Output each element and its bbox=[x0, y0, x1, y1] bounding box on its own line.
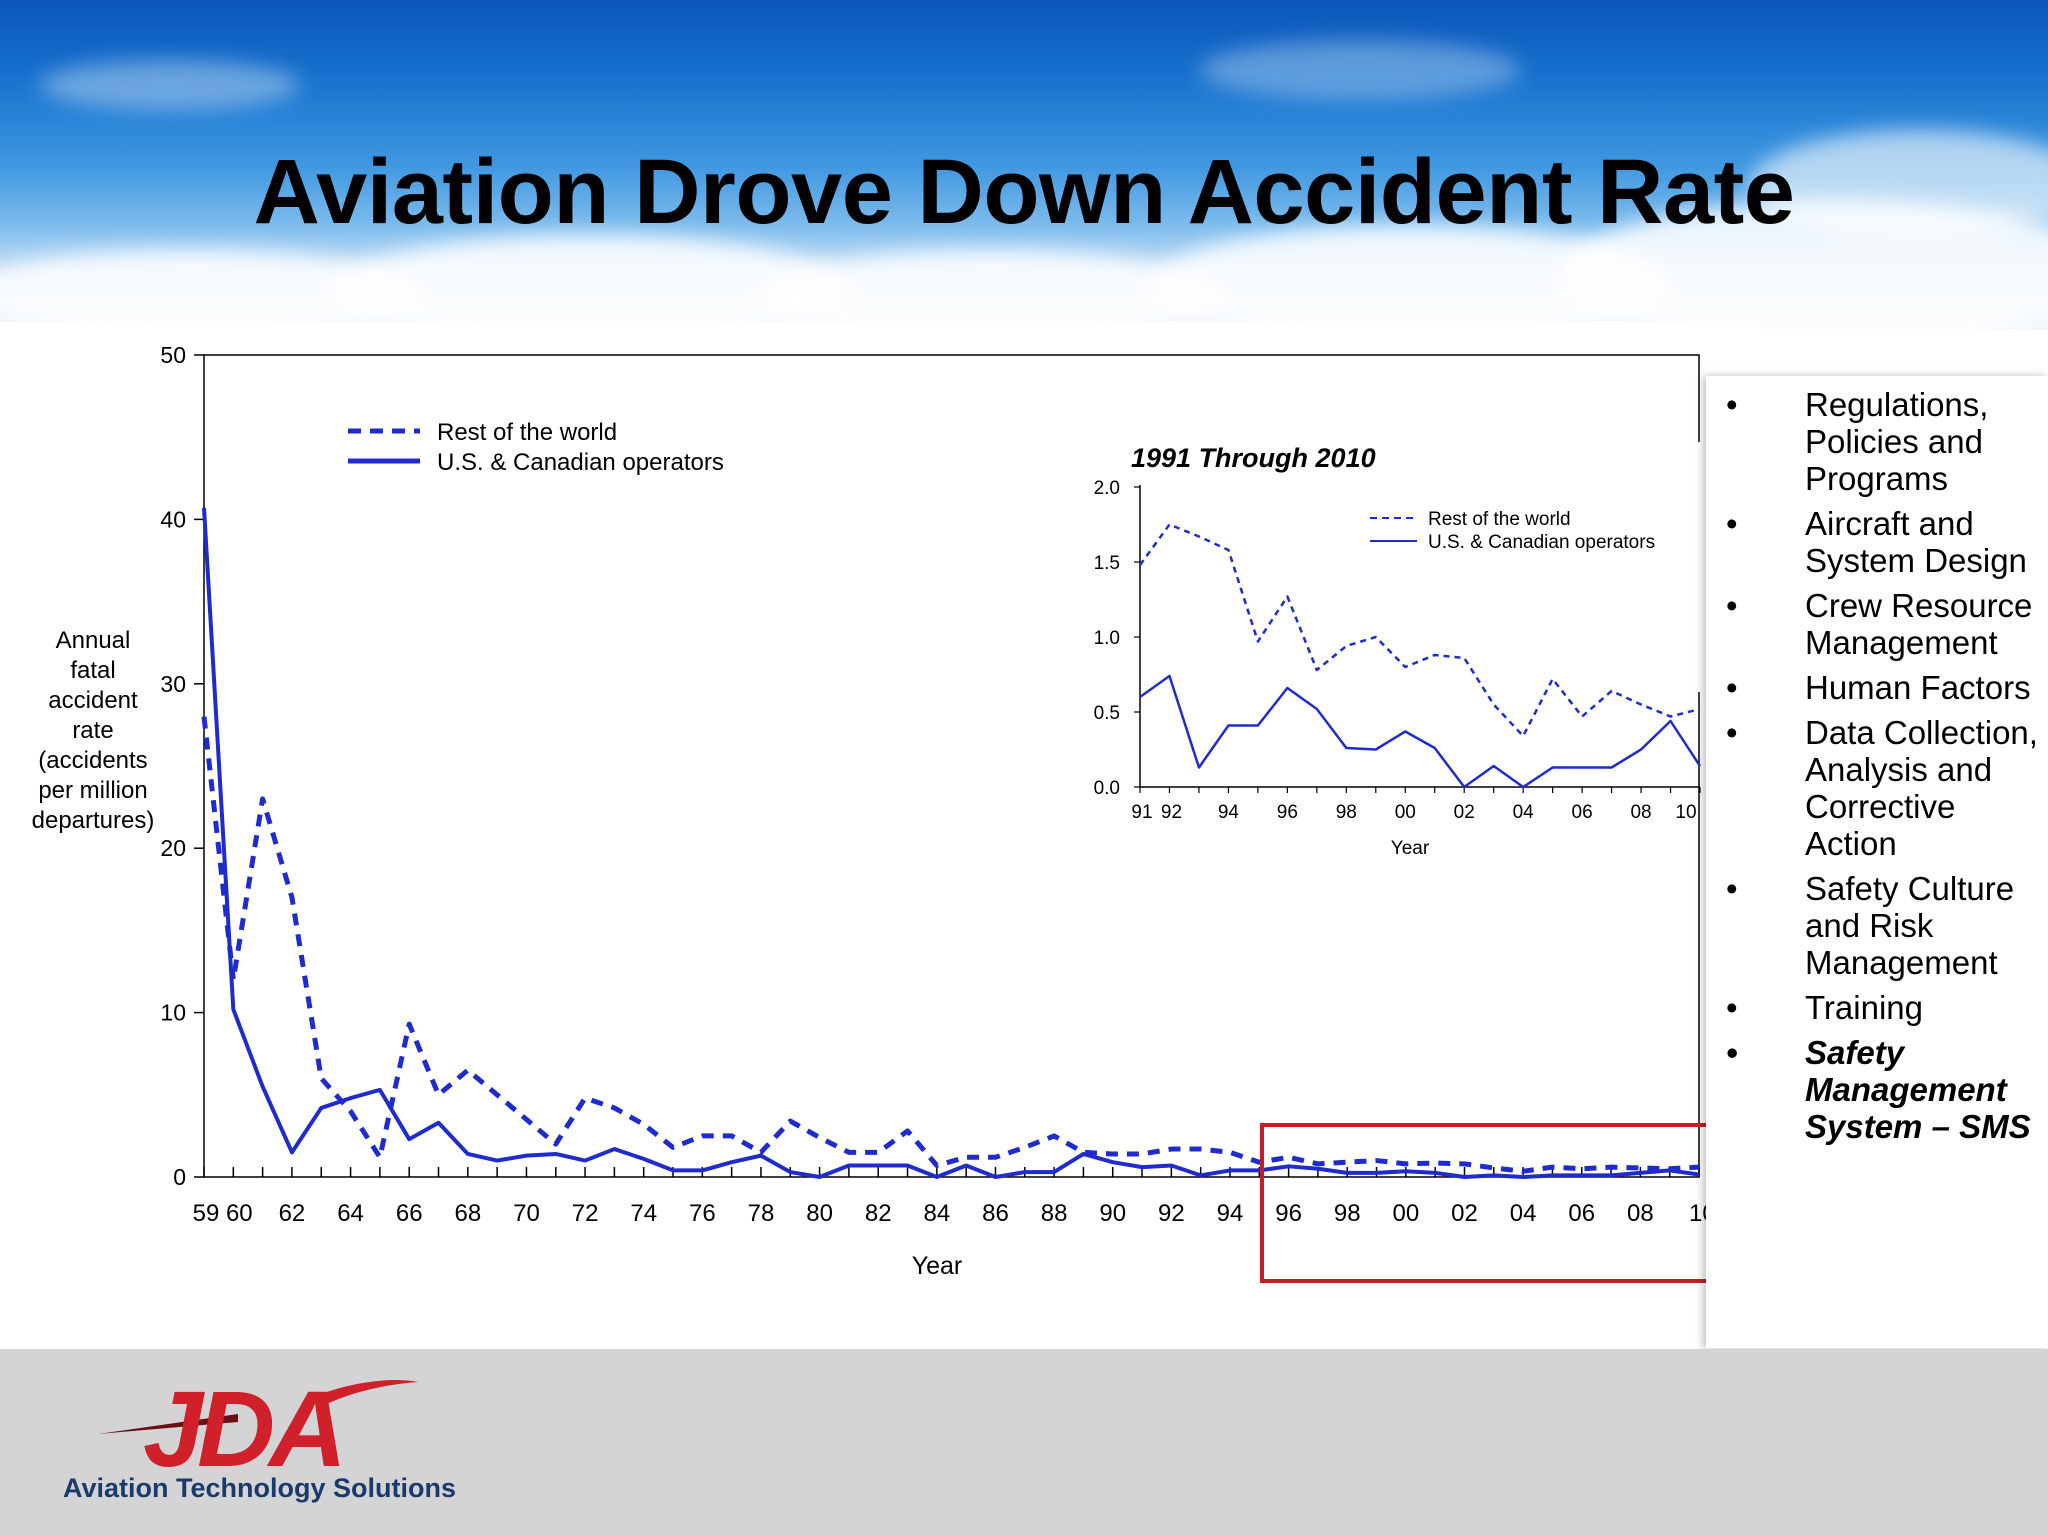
main-y-axis-label: Annual fatal accident rate (accidents per mil… bbox=[32, 627, 155, 834]
main-x-tick-label-59: 59 bbox=[193, 1200, 220, 1227]
inset-y-tick-label-4: 2.0 bbox=[1094, 478, 1120, 499]
slide-title: Aviation Drove Down Accident Rate bbox=[253, 141, 1795, 243]
bullet-text: Data Collection, Analysis and Corrective… bbox=[1805, 714, 2038, 862]
bullet-dot-icon: • bbox=[1726, 714, 1738, 751]
main-x-tick-label-66: 66 bbox=[396, 1200, 423, 1227]
bullet-item: • Safety Culture and Risk Management bbox=[1706, 870, 2048, 981]
bullets-panel: • Regulations, Policies and Programs • Airc… bbox=[1706, 376, 2048, 1348]
main-x-tick-label-92: 92 bbox=[1158, 1200, 1185, 1227]
inset-title: 1991 Through 2010 bbox=[1131, 443, 1376, 473]
main-x-tick-label-84: 84 bbox=[923, 1200, 950, 1227]
bullet-item: • Regulations, Policies and Programs bbox=[1706, 386, 2048, 497]
bullet-dot-icon: • bbox=[1726, 505, 1738, 542]
bullet-text: Human Factors bbox=[1805, 669, 2031, 706]
bullet-item: • Aircraft and System Design bbox=[1706, 505, 2048, 579]
bullet-dot-icon: • bbox=[1726, 1034, 1738, 1071]
main-x-tick-label-76: 76 bbox=[689, 1200, 716, 1227]
main-x-tick-label-82: 82 bbox=[865, 1200, 892, 1227]
main-y-tick-label-2: 20 bbox=[160, 835, 186, 861]
main-x-tick-label-04: 04 bbox=[1510, 1200, 1537, 1227]
chart-panel: 0 10 20 30 40 50 59 60 62 64 66 68 70 72 74 76 78 80 82 84… bbox=[0, 322, 1760, 1350]
main-x-tick-label-98: 98 bbox=[1334, 1200, 1361, 1227]
bullet-dot-icon: • bbox=[1726, 870, 1738, 907]
bullet-item: • Crew Resource Management bbox=[1706, 587, 2048, 661]
inset-x-tick-label-94: 94 bbox=[1218, 802, 1240, 823]
bullet-list: • Regulations, Policies and Programs • Airc… bbox=[1706, 376, 2048, 1145]
main-x-tick-label-80: 80 bbox=[806, 1200, 833, 1227]
main-x-tick-label-06: 06 bbox=[1568, 1200, 1595, 1227]
main-legend: Rest of the world U.S. & Canadian operat… bbox=[348, 419, 724, 476]
bullet-item: • Human Factors bbox=[1706, 669, 2048, 706]
bullet-item: • Safety Management System – SMS bbox=[1706, 1034, 2048, 1145]
inset-chart: 1991 Through 2010 0.0 0.5 1.0 1.5 2.0 91 92 94… bbox=[1094, 442, 1702, 859]
main-x-tick-label-62: 62 bbox=[279, 1200, 306, 1227]
inset-x-tick-label-10: 10 bbox=[1675, 802, 1696, 823]
inset-x-tick-label-02: 02 bbox=[1454, 802, 1475, 823]
main-y-tick-label-1: 10 bbox=[160, 1000, 186, 1026]
bullet-dot-icon: • bbox=[1726, 669, 1738, 706]
main-x-tick-label-78: 78 bbox=[748, 1200, 775, 1227]
inset-x-tick-label-06: 06 bbox=[1572, 802, 1593, 823]
bullet-item: • Training bbox=[1706, 989, 2048, 1026]
inset-x-tick-label-00: 00 bbox=[1395, 802, 1416, 823]
inset-legend-label-us-canadian: U.S. & Canadian operators bbox=[1428, 532, 1655, 553]
main-x-tick-label-00: 00 bbox=[1393, 1200, 1420, 1227]
inset-series-line-us-canadian bbox=[1139, 674, 1702, 789]
inset-y-tick-label-0: 0.0 bbox=[1094, 778, 1120, 799]
inset-x-tick-label-08: 08 bbox=[1630, 802, 1651, 823]
inset-x-tick-label-04: 04 bbox=[1513, 802, 1535, 823]
bullet-text: Training bbox=[1805, 989, 1923, 1026]
inset-x-tick-label-98: 98 bbox=[1336, 802, 1357, 823]
bullet-text: Safety Culture and Risk Management bbox=[1805, 870, 2015, 981]
main-x-tick-label-02: 02 bbox=[1451, 1200, 1478, 1227]
main-series-line-rest-of-world bbox=[201, 716, 1700, 1174]
main-y-tick-label-0: 0 bbox=[173, 1164, 186, 1190]
jda-logo: JDA bbox=[98, 1368, 418, 1472]
main-x-tick-label-60: 60 bbox=[226, 1200, 253, 1227]
main-x-tick-label-96: 96 bbox=[1275, 1200, 1302, 1227]
main-x-tick-label-94: 94 bbox=[1217, 1200, 1244, 1227]
inset-y-tick-label-1: 0.5 bbox=[1094, 703, 1120, 724]
main-y-tick-label-3: 30 bbox=[160, 671, 186, 697]
main-x-tick-label-70: 70 bbox=[513, 1200, 540, 1227]
main-x-tick-label-88: 88 bbox=[1041, 1200, 1068, 1227]
inset-legend-label-rest-of-world: Rest of the world bbox=[1428, 509, 1571, 530]
main-x-axis-label: Year bbox=[912, 1252, 963, 1280]
inset-x-tick-label-96: 96 bbox=[1277, 802, 1298, 823]
legend-label-us-canadian: U.S. & Canadian operators bbox=[437, 449, 724, 476]
footer-tagline: Aviation Technology Solutions bbox=[63, 1473, 457, 1503]
bullet-dot-icon: • bbox=[1726, 587, 1738, 624]
accident-rate-chart: 0 10 20 30 40 50 59 60 62 64 66 68 70 72 74 76 78 80 82 84… bbox=[32, 342, 1716, 1283]
main-x-tick-label-64: 64 bbox=[337, 1200, 364, 1227]
sky-background bbox=[0, 0, 2048, 330]
main-y-tick-label-5: 50 bbox=[160, 342, 186, 368]
inset-legend: Rest of the world U.S. & Canadian operat… bbox=[1370, 509, 1655, 553]
inset-x-tick-label-91: 91 bbox=[1131, 802, 1152, 823]
main-series-line-us-canadian bbox=[202, 507, 1700, 1179]
inset-y-tick-label-2: 1.0 bbox=[1094, 628, 1120, 649]
bullet-text: Safety Management System – SMS bbox=[1805, 1034, 2031, 1145]
bullet-dot-icon: • bbox=[1726, 989, 1738, 1026]
bullet-dot-icon: • bbox=[1726, 386, 1738, 423]
legend-label-rest-of-world: Rest of the world bbox=[437, 419, 617, 446]
main-y-tick-label-4: 40 bbox=[160, 506, 186, 532]
inset-x-axis-label: Year bbox=[1391, 838, 1430, 859]
main-x-tick-label-74: 74 bbox=[630, 1200, 657, 1227]
bullet-item: • Data Collection, Analysis and Correctiv… bbox=[1706, 714, 2048, 862]
main-x-tick-label-08: 08 bbox=[1627, 1200, 1654, 1227]
bullet-text: Regulations, Policies and Programs bbox=[1805, 386, 1989, 497]
logo-text: JDA bbox=[143, 1368, 341, 1472]
main-x-tick-label-86: 86 bbox=[982, 1200, 1009, 1227]
footer bbox=[0, 1349, 2048, 1536]
inset-x-tick-label-92: 92 bbox=[1161, 802, 1182, 823]
inset-y-tick-label-3: 1.5 bbox=[1094, 553, 1120, 574]
main-x-tick-label-68: 68 bbox=[454, 1200, 481, 1227]
bullet-text: Crew Resource Management bbox=[1805, 587, 2033, 661]
main-x-tick-label-90: 90 bbox=[1099, 1200, 1126, 1227]
bullet-text: Aircraft and System Design bbox=[1805, 505, 2027, 579]
main-x-tick-label-72: 72 bbox=[572, 1200, 599, 1227]
